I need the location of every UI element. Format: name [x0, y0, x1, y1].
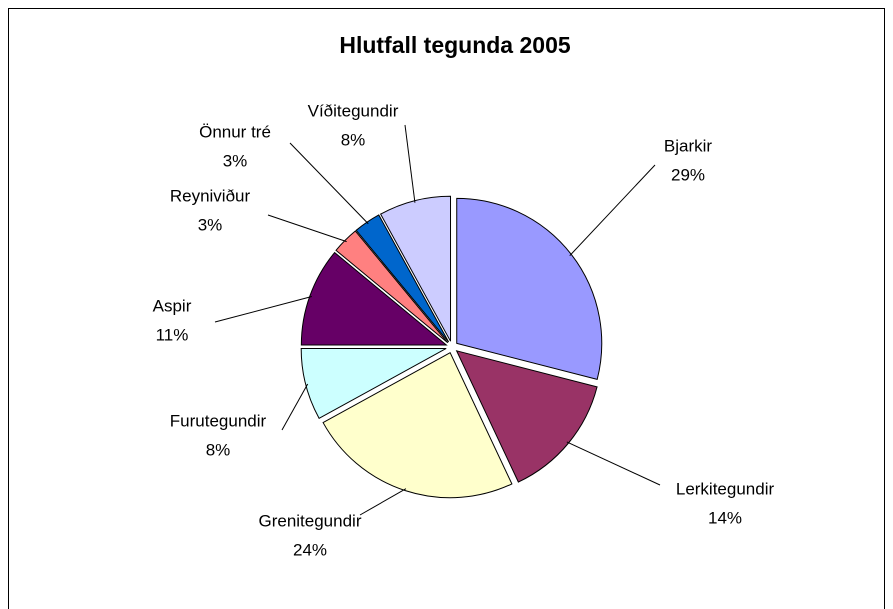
pie-slice	[322, 352, 513, 499]
leader-line	[404, 124, 416, 203]
pie-slice	[300, 347, 447, 420]
pie-slice	[300, 251, 448, 346]
slice-label: Aspir	[153, 296, 192, 315]
slice-label: Önnur tré	[199, 122, 271, 141]
slice-value-label: 11%	[156, 325, 189, 344]
leader-line	[569, 164, 656, 257]
slice-label: Bjarkir	[664, 136, 713, 155]
slice-label: Grenitegundir	[258, 511, 361, 530]
leader-line	[281, 383, 309, 431]
slice-value-label: 8%	[341, 130, 366, 149]
slice-value-label: 24%	[293, 540, 327, 559]
slice-label: Lerkitegundir	[676, 479, 775, 498]
slice-value-label: 3%	[223, 151, 248, 170]
slice-label: Furutegundir	[170, 411, 267, 430]
slice-value-label: 8%	[206, 440, 231, 459]
pie-slice	[335, 230, 449, 344]
slice-label: Víðitegundir	[308, 101, 399, 120]
slice-value-label: 29%	[671, 165, 705, 184]
chart-title: Hlutfall tegunda 2005	[339, 32, 571, 58]
leader-line	[359, 488, 407, 516]
leader-line	[214, 296, 312, 323]
leader-line	[289, 142, 369, 225]
slice-value-label: 3%	[198, 215, 223, 234]
slice-value-label: 14%	[708, 508, 742, 527]
slice-label: Reyniviður	[170, 186, 251, 205]
leader-line	[566, 441, 661, 486]
leader-line	[267, 214, 347, 243]
